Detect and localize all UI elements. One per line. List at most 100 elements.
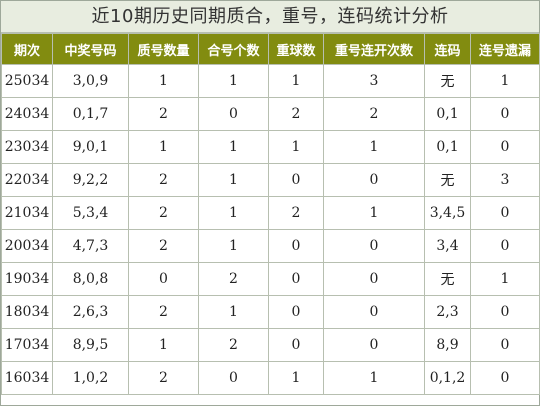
header-composite-count: 合号个数 — [198, 33, 269, 65]
table-row: 20034 4,7,3 2 1 0 0 3,4 0 — [1, 229, 540, 263]
cell-repeat-count: 1 — [268, 64, 324, 98]
cell-winning-numbers: 5,3,4 — [52, 196, 129, 230]
table-row: 21034 5,3,4 2 1 2 1 3,4,5 0 — [1, 196, 540, 230]
cell-prime-count: 2 — [128, 163, 199, 197]
cell-issue: 18034 — [1, 295, 53, 329]
cell-winning-numbers: 4,7,3 — [52, 229, 129, 263]
cell-prime-count: 2 — [128, 361, 199, 395]
panel-title: 近10期历史同期质合，重号，连码统计分析 — [1, 1, 539, 33]
cell-issue: 22034 — [1, 163, 53, 197]
cell-consecutive-miss: 0 — [470, 196, 540, 230]
cell-consecutive: 8,9 — [424, 328, 471, 362]
table-row: 25034 3,0,9 1 1 1 3 无 1 — [1, 64, 540, 98]
cell-consecutive-miss: 3 — [470, 163, 540, 197]
cell-repeat-streak: 0 — [323, 295, 425, 329]
cell-winning-numbers: 0,1,7 — [52, 97, 129, 131]
cell-consecutive-miss: 1 — [470, 64, 540, 98]
header-prime-count: 质号数量 — [128, 33, 199, 65]
cell-consecutive: 无 — [424, 262, 471, 296]
cell-consecutive-miss: 1 — [470, 262, 540, 296]
cell-issue: 17034 — [1, 328, 53, 362]
cell-repeat-count: 0 — [268, 262, 324, 296]
stats-table: 期次 中奖号码 质号数量 合号个数 重球数 重号连开次数 连码 连号遗漏 250… — [1, 33, 540, 395]
header-repeat-count: 重球数 — [268, 33, 324, 65]
cell-repeat-streak: 1 — [323, 130, 425, 164]
cell-repeat-count: 2 — [268, 97, 324, 131]
cell-repeat-streak: 0 — [323, 262, 425, 296]
cell-repeat-count: 0 — [268, 229, 324, 263]
cell-winning-numbers: 9,2,2 — [52, 163, 129, 197]
cell-repeat-count: 0 — [268, 295, 324, 329]
cell-winning-numbers: 8,0,8 — [52, 262, 129, 296]
cell-composite-count: 1 — [198, 229, 269, 263]
cell-composite-count: 2 — [198, 262, 269, 296]
cell-winning-numbers: 8,9,5 — [52, 328, 129, 362]
table-row: 24034 0,1,7 2 0 2 2 0,1 0 — [1, 97, 540, 131]
cell-composite-count: 0 — [198, 361, 269, 395]
cell-prime-count: 1 — [128, 328, 199, 362]
cell-consecutive-miss: 0 — [470, 328, 540, 362]
cell-consecutive-miss: 0 — [470, 97, 540, 131]
cell-winning-numbers: 1,0,2 — [52, 361, 129, 395]
cell-consecutive: 2,3 — [424, 295, 471, 329]
cell-repeat-streak: 0 — [323, 328, 425, 362]
cell-consecutive: 无 — [424, 64, 471, 98]
cell-consecutive: 0,1,2 — [424, 361, 471, 395]
table-row: 18034 2,6,3 2 1 0 0 2,3 0 — [1, 295, 540, 329]
cell-consecutive-miss: 0 — [470, 295, 540, 329]
cell-issue: 23034 — [1, 130, 53, 164]
cell-repeat-streak: 3 — [323, 64, 425, 98]
header-row: 期次 中奖号码 质号数量 合号个数 重球数 重号连开次数 连码 连号遗漏 — [1, 33, 540, 65]
cell-prime-count: 2 — [128, 196, 199, 230]
cell-repeat-count: 1 — [268, 130, 324, 164]
cell-issue: 21034 — [1, 196, 53, 230]
header-winning-numbers: 中奖号码 — [52, 33, 129, 65]
cell-composite-count: 1 — [198, 163, 269, 197]
cell-issue: 25034 — [1, 64, 53, 98]
header-consecutive-miss: 连号遗漏 — [470, 33, 540, 65]
cell-repeat-streak: 1 — [323, 196, 425, 230]
cell-repeat-count: 0 — [268, 328, 324, 362]
cell-issue: 16034 — [1, 361, 53, 395]
cell-consecutive: 无 — [424, 163, 471, 197]
cell-prime-count: 1 — [128, 64, 199, 98]
table-row: 22034 9,2,2 2 1 0 0 无 3 — [1, 163, 540, 197]
table-row: 16034 1,0,2 2 0 1 1 0,1,2 0 — [1, 361, 540, 395]
cell-winning-numbers: 9,0,1 — [52, 130, 129, 164]
cell-consecutive-miss: 0 — [470, 229, 540, 263]
table-row: 23034 9,0,1 1 1 1 1 0,1 0 — [1, 130, 540, 164]
cell-consecutive-miss: 0 — [470, 361, 540, 395]
cell-issue: 20034 — [1, 229, 53, 263]
cell-issue: 19034 — [1, 262, 53, 296]
cell-prime-count: 1 — [128, 130, 199, 164]
table-row: 19034 8,0,8 0 2 0 0 无 1 — [1, 262, 540, 296]
cell-prime-count: 0 — [128, 262, 199, 296]
cell-repeat-count: 0 — [268, 163, 324, 197]
cell-composite-count: 1 — [198, 196, 269, 230]
cell-repeat-streak: 2 — [323, 97, 425, 131]
cell-repeat-count: 1 — [268, 361, 324, 395]
header-consecutive: 连码 — [424, 33, 471, 65]
cell-consecutive-miss: 0 — [470, 130, 540, 164]
cell-composite-count: 1 — [198, 130, 269, 164]
cell-prime-count: 2 — [128, 295, 199, 329]
cell-consecutive: 3,4,5 — [424, 196, 471, 230]
cell-consecutive: 0,1 — [424, 97, 471, 131]
cell-consecutive: 0,1 — [424, 130, 471, 164]
cell-composite-count: 1 — [198, 64, 269, 98]
cell-repeat-count: 2 — [268, 196, 324, 230]
cell-winning-numbers: 3,0,9 — [52, 64, 129, 98]
header-repeat-streak: 重号连开次数 — [323, 33, 425, 65]
cell-prime-count: 2 — [128, 97, 199, 131]
table-row: 17034 8,9,5 1 2 0 0 8,9 0 — [1, 328, 540, 362]
header-issue: 期次 — [1, 33, 53, 65]
cell-composite-count: 1 — [198, 295, 269, 329]
cell-composite-count: 2 — [198, 328, 269, 362]
cell-issue: 24034 — [1, 97, 53, 131]
cell-prime-count: 2 — [128, 229, 199, 263]
cell-repeat-streak: 1 — [323, 361, 425, 395]
cell-consecutive: 3,4 — [424, 229, 471, 263]
cell-composite-count: 0 — [198, 97, 269, 131]
cell-winning-numbers: 2,6,3 — [52, 295, 129, 329]
